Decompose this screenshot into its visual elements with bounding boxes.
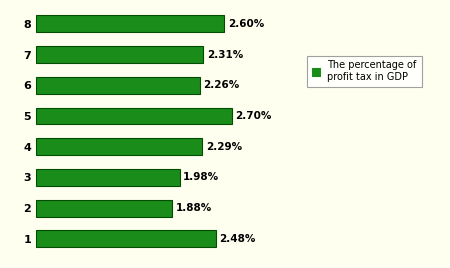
Legend: The percentage of
profit tax in GDP: The percentage of profit tax in GDP bbox=[307, 55, 422, 87]
Bar bbox=[36, 138, 202, 155]
Bar bbox=[36, 107, 232, 124]
Text: 2.70%: 2.70% bbox=[235, 111, 272, 121]
Text: 2.26%: 2.26% bbox=[203, 80, 240, 90]
Bar bbox=[36, 15, 225, 32]
Bar bbox=[36, 77, 200, 94]
Bar bbox=[36, 169, 180, 186]
Text: 1.98%: 1.98% bbox=[183, 172, 219, 183]
Bar bbox=[36, 46, 203, 63]
Text: 2.60%: 2.60% bbox=[228, 19, 264, 29]
Text: 2.48%: 2.48% bbox=[220, 234, 256, 244]
Text: 1.88%: 1.88% bbox=[176, 203, 212, 213]
Text: 2.31%: 2.31% bbox=[207, 50, 243, 59]
Bar bbox=[36, 200, 172, 217]
Bar bbox=[36, 230, 216, 247]
Text: 2.29%: 2.29% bbox=[206, 142, 242, 152]
